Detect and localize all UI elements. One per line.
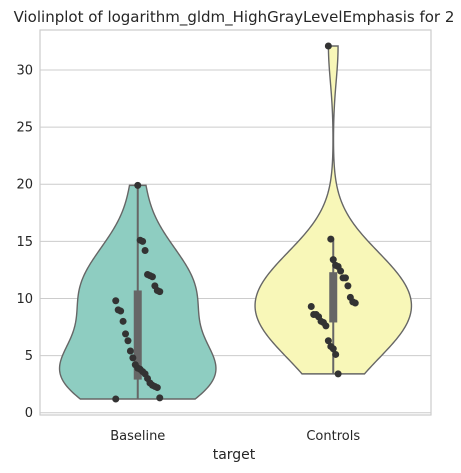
y-tick-label: 0 bbox=[25, 406, 33, 421]
data-point bbox=[324, 42, 332, 50]
plot-frame bbox=[39, 29, 432, 416]
data-point bbox=[307, 302, 315, 310]
iqr-box-baseline bbox=[133, 290, 142, 380]
data-point bbox=[141, 246, 149, 254]
data-point bbox=[327, 235, 335, 243]
y-tick-label: 25 bbox=[16, 121, 33, 136]
y-tick-label: 5 bbox=[25, 349, 33, 364]
data-point bbox=[129, 354, 137, 362]
data-point bbox=[112, 297, 120, 305]
data-point bbox=[151, 282, 159, 290]
data-point bbox=[339, 274, 347, 282]
data-point bbox=[324, 337, 332, 345]
chart-title: Violinplot of logarithm_gldm_HighGrayLev… bbox=[14, 8, 455, 27]
data-point bbox=[112, 395, 120, 403]
violins bbox=[58, 45, 413, 400]
data-point bbox=[310, 310, 318, 318]
data-point bbox=[346, 293, 354, 301]
y-tick-labels: 0 5 10 15 20 25 30 bbox=[16, 63, 33, 421]
data-point bbox=[332, 261, 340, 269]
data-point bbox=[136, 236, 144, 244]
y-tick-label: 30 bbox=[16, 63, 33, 78]
data-point bbox=[344, 282, 352, 290]
data-point bbox=[131, 361, 139, 369]
y-tick-label: 10 bbox=[16, 292, 33, 307]
x-axis-label: target bbox=[213, 447, 256, 463]
iqr-box-controls bbox=[329, 272, 338, 323]
y-tick-label: 20 bbox=[16, 178, 33, 193]
data-point bbox=[134, 181, 142, 189]
x-tick-label: Baseline bbox=[110, 429, 165, 444]
strip-points bbox=[112, 42, 359, 403]
data-point bbox=[327, 342, 335, 350]
data-point bbox=[334, 370, 342, 378]
data-point bbox=[126, 347, 134, 355]
data-point bbox=[156, 394, 164, 402]
data-point bbox=[114, 306, 122, 314]
data-point bbox=[144, 270, 152, 278]
x-tick-labels: Baseline Controls bbox=[110, 429, 360, 444]
data-point bbox=[332, 350, 340, 358]
x-tick-label: Controls bbox=[306, 429, 360, 444]
data-point bbox=[119, 317, 127, 325]
data-point bbox=[329, 256, 337, 264]
y-tick-label: 15 bbox=[16, 235, 33, 250]
data-point bbox=[124, 337, 132, 345]
data-point bbox=[122, 330, 130, 338]
